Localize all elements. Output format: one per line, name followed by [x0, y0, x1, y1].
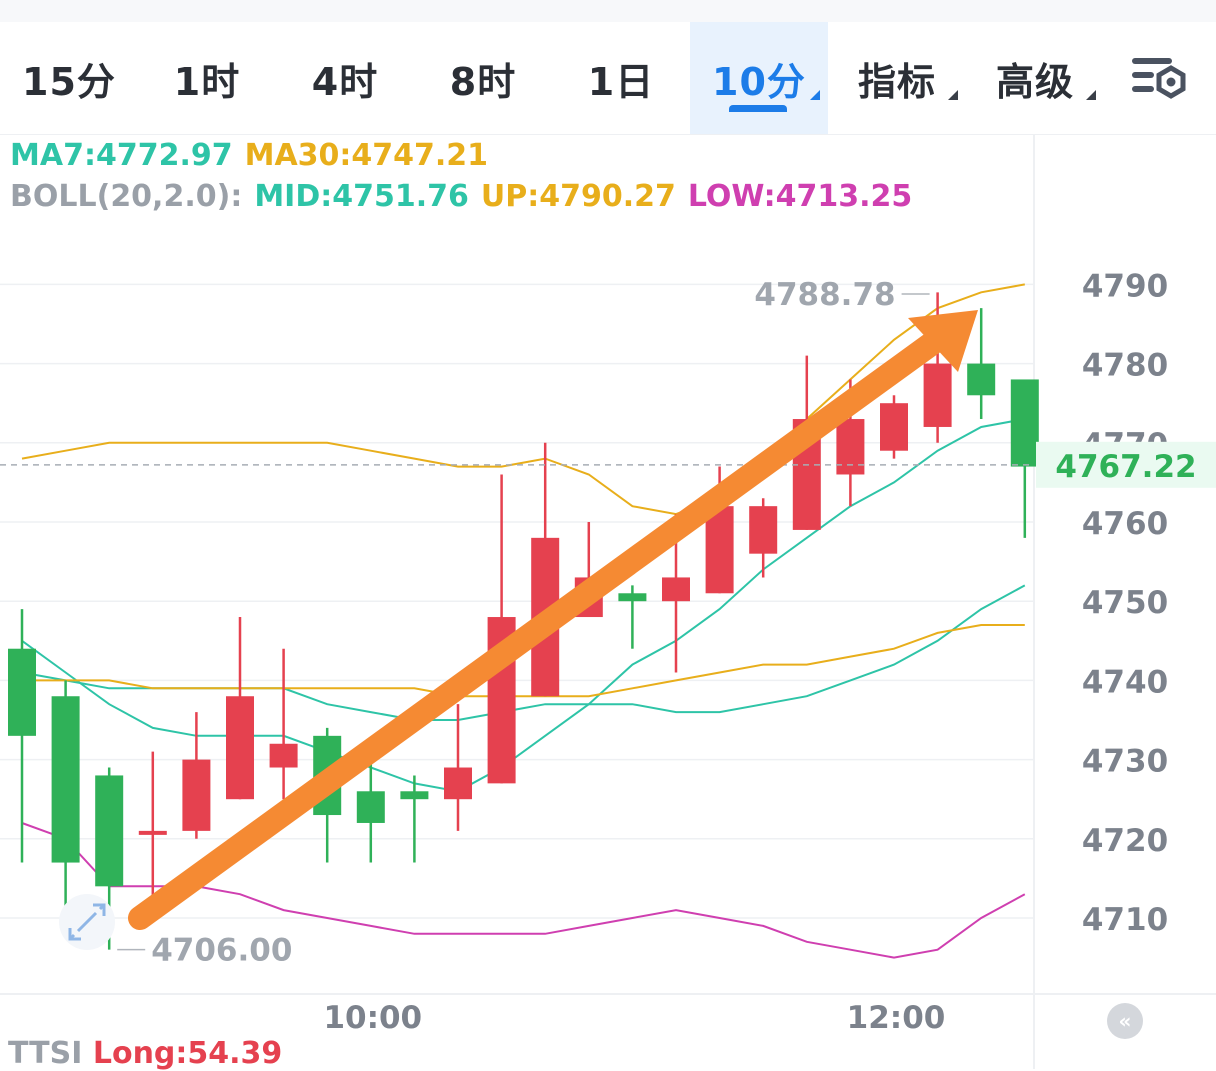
- active-tab-indicator: [729, 105, 787, 112]
- max-price-label: 4788.78: [754, 277, 895, 313]
- ttsi-indicator-legend: TTSI Long:54.39: [8, 1036, 282, 1071]
- candle-body: [138, 830, 167, 835]
- candle-body: [444, 767, 472, 800]
- x-tick-label: 10:00: [323, 1000, 422, 1036]
- candle-body: [95, 775, 124, 887]
- candle-body: [749, 506, 778, 554]
- tab-indicators[interactable]: 指标: [828, 22, 966, 134]
- current-price-badge: [1036, 441, 1216, 488]
- tab-1d[interactable]: 1日: [552, 22, 690, 134]
- chart-settings-button[interactable]: [1124, 48, 1190, 110]
- y-tick-label: 4750: [1082, 585, 1168, 621]
- candle-body: [182, 759, 211, 831]
- tab-8h[interactable]: 8时: [414, 22, 552, 134]
- candle-body: [662, 577, 690, 602]
- candle-body: [226, 696, 254, 800]
- candle-body: [967, 363, 996, 396]
- candle-body: [356, 791, 385, 823]
- ttsi-long-value: Long:54.39: [92, 1036, 283, 1071]
- ma7-value: MA7:4772.97: [10, 138, 233, 173]
- tab-4h[interactable]: 4时: [276, 22, 414, 134]
- candle-body: [618, 593, 647, 602]
- tab-label: 10分: [712, 59, 806, 104]
- tab-label: 1日: [587, 59, 655, 104]
- tab-label: 8时: [449, 59, 517, 104]
- collapse-icon: «: [1118, 1009, 1132, 1033]
- boll-low-value: LOW:4713.25: [687, 179, 913, 214]
- series-line-up: [22, 624, 1025, 698]
- y-tick-label: 4740: [1082, 664, 1168, 700]
- candle-body: [269, 743, 298, 768]
- tab-label: 指标: [857, 59, 936, 104]
- candle-body: [836, 419, 865, 475]
- boll-params: BOLL(20,2.0):: [10, 179, 243, 214]
- ma30-value: MA30:4747.21: [244, 138, 489, 173]
- candle-body: [1010, 379, 1039, 467]
- y-tick-label: 4780: [1082, 348, 1168, 384]
- ma-legend: MA7:4772.97 MA30:4747.21: [10, 138, 500, 173]
- tab-15min[interactable]: 15分: [0, 22, 138, 134]
- x-tick-label: 12:00: [847, 1000, 946, 1036]
- candle-body: [923, 363, 952, 427]
- tab-1h[interactable]: 1时: [138, 22, 276, 134]
- trend-arrow-shaft: [128, 327, 950, 930]
- series-line-ma30: [21, 283, 1025, 516]
- boll-mid-value: MID:4751.76: [254, 179, 469, 214]
- tab-label: 1时: [173, 59, 241, 104]
- ttsi-label: TTSI: [8, 1036, 83, 1071]
- dropdown-triangle-icon: [1086, 90, 1096, 100]
- trend-arrow-head: [908, 310, 978, 372]
- candle-body: [8, 648, 36, 736]
- dropdown-triangle-icon: [810, 90, 820, 100]
- candle-body: [400, 791, 429, 800]
- tab-label: 4时: [311, 59, 379, 104]
- candle-body: [880, 403, 908, 451]
- chart-settings-icon: [1132, 58, 1186, 99]
- y-tick-label: 4730: [1082, 744, 1168, 780]
- y-tick-label: 4720: [1082, 823, 1168, 859]
- timeframe-tab-bar: 15分 1时 4时 8时 1日 10分 指标 高级: [0, 22, 1216, 135]
- boll-legend: BOLL(20,2.0): MID:4751.76 UP:4790.27 LOW:47…: [10, 179, 924, 214]
- boll-up-value: UP:4790.27: [480, 179, 676, 214]
- tab-label: 高级: [995, 59, 1074, 104]
- y-tick-label: 4790: [1082, 268, 1168, 304]
- current-price-label: 4767.22: [1055, 449, 1196, 485]
- candle-body: [705, 506, 734, 594]
- series-line-ma7: [21, 418, 1025, 793]
- tab-10min[interactable]: 10分: [690, 22, 828, 134]
- y-tick-label: 4760: [1082, 506, 1168, 542]
- tab-label: 15分: [22, 59, 116, 104]
- expand-icon[interactable]: [59, 894, 115, 950]
- min-price-label: 4706.00: [151, 933, 292, 969]
- tab-advanced[interactable]: 高级: [966, 22, 1104, 134]
- collapse-button[interactable]: «: [1107, 1003, 1143, 1039]
- y-tick-label: 4710: [1082, 902, 1168, 938]
- status-bar: [0, 0, 1216, 22]
- candle-body: [51, 696, 80, 863]
- dropdown-triangle-icon: [948, 90, 958, 100]
